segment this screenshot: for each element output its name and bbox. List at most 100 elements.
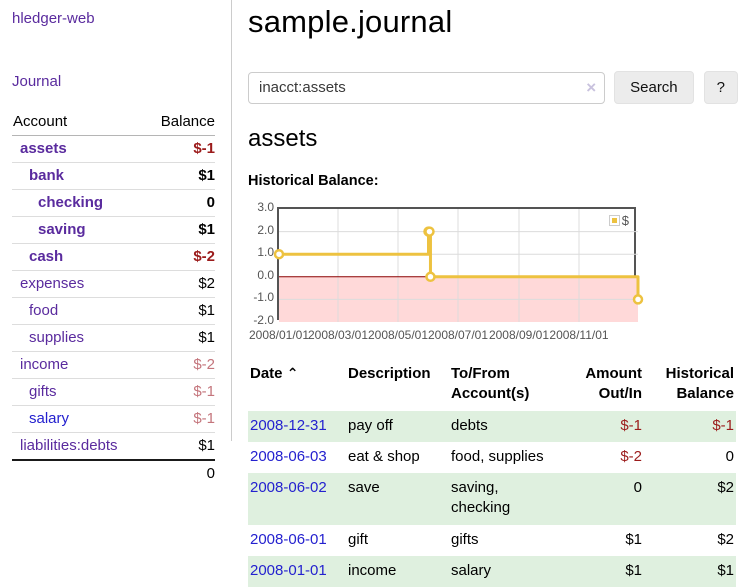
legend-label: $: [621, 213, 629, 228]
app-title-link[interactable]: hledger-web: [12, 10, 95, 27]
transaction-date-link[interactable]: 2008-12-31: [250, 416, 327, 434]
account-link[interactable]: bank: [29, 167, 65, 184]
search-button[interactable]: Search: [614, 71, 694, 104]
transaction-accounts: food, supplies: [451, 447, 544, 465]
transaction-date-link[interactable]: 2008-06-03: [250, 447, 327, 465]
help-button[interactable]: ?: [703, 71, 738, 104]
account-balance: 0: [145, 189, 215, 217]
account-balance: $-2: [145, 243, 215, 271]
journal-link[interactable]: Journal: [12, 73, 62, 90]
account-balance: $1: [145, 324, 215, 352]
account-cell: bank: [12, 162, 146, 190]
chart-legend: $: [606, 211, 632, 230]
account-link[interactable]: assets: [20, 140, 67, 157]
data-point-marker: [424, 226, 435, 237]
accounts-table-header: Account Balance: [12, 109, 215, 136]
account-row: food $1: [12, 297, 215, 325]
accounts-total-spacer: [12, 459, 146, 487]
transaction-row: 2008-06-02 save saving, checking 0 $2: [248, 473, 736, 525]
data-point-marker: [425, 271, 436, 283]
account-cell: salary: [12, 405, 146, 433]
transaction-row: 2008-12-31 pay off debts $-1 $-1: [248, 410, 736, 442]
y-axis-tick-label: 3.0: [257, 200, 274, 214]
account-balance: $2: [145, 270, 215, 298]
account-link[interactable]: liabilities:debts: [20, 437, 118, 454]
account-cell: checking: [12, 189, 146, 217]
account-link[interactable]: food: [29, 302, 59, 319]
transaction-accounts: gifts: [451, 530, 479, 548]
x-axis-tick-label: 2008/05/01: [367, 328, 429, 342]
register-header-row: Date ⌃ Description To/From Account(s) Am…: [248, 360, 736, 411]
transaction-balance: $-1: [644, 410, 736, 442]
account-row: bank $1: [12, 162, 215, 190]
account-row: gifts $-1: [12, 378, 215, 406]
account-link[interactable]: salary: [29, 410, 70, 427]
register-header-amount: Amount Out/In: [585, 365, 642, 403]
account-cell: income: [12, 351, 146, 379]
transaction-description: eat & shop: [348, 447, 420, 465]
x-axis-tick-label: 2008/07/01: [427, 328, 489, 342]
transaction-accounts: debts: [449, 410, 572, 442]
transaction-row: 2008-01-01 income salary $1 $1: [248, 555, 736, 587]
account-balance: $1: [145, 432, 215, 460]
transaction-balance: $2: [717, 530, 734, 548]
y-axis-tick-label: -2.0: [253, 313, 274, 327]
account-row: checking 0: [12, 189, 215, 217]
historical-balance-chart: $ 3.0 2.0 1.0 0.0 -1.0 -2.0 2008/01/01 2008/03/…: [248, 201, 738, 343]
transaction-balance: $2: [644, 473, 736, 525]
transaction-row: 2008-06-03 eat & shop food, supplies $-2 0: [248, 442, 736, 473]
account-cell: expenses: [12, 270, 146, 298]
search-box: ×: [248, 71, 606, 104]
transaction-date-link[interactable]: 2008-06-01: [250, 530, 327, 548]
chart-plot-area: $: [273, 207, 644, 322]
account-cell: liabilities:debts: [12, 432, 146, 460]
chart-canvas: [273, 209, 644, 322]
account-row: expenses $2: [12, 270, 215, 298]
account-link[interactable]: gifts: [29, 383, 57, 400]
transaction-description: gift: [348, 530, 369, 548]
legend-swatch-icon: [608, 215, 620, 226]
x-axis-tick-label: 2008/03/01: [307, 328, 369, 342]
transaction-date-link[interactable]: 2008-01-01: [250, 561, 327, 579]
register-header-balance: Historical Balance: [665, 365, 734, 403]
x-axis-tick-label: 2008/11/01: [549, 328, 609, 342]
account-link[interactable]: expenses: [20, 275, 85, 292]
transaction-date-cell: 2008-06-02: [248, 473, 346, 525]
account-cell: saving: [12, 216, 146, 244]
transaction-date-link[interactable]: 2008-06-02: [250, 479, 327, 496]
account-row: cash $-2: [12, 243, 215, 271]
account-link[interactable]: checking: [38, 194, 104, 211]
transaction-amount: $-1: [572, 410, 644, 442]
register-header-date[interactable]: Date ⌃: [250, 365, 299, 382]
account-balance: $1: [145, 162, 215, 190]
transaction-balance: $1: [644, 555, 736, 587]
accounts-header-balance: Balance: [145, 109, 215, 136]
account-balance: $1: [145, 216, 215, 244]
account-balance: $1: [145, 297, 215, 325]
account-link[interactable]: saving: [38, 221, 86, 238]
account-link[interactable]: cash: [29, 248, 64, 265]
search-input[interactable]: [248, 71, 606, 104]
account-link[interactable]: supplies: [29, 329, 85, 346]
transaction-amount: $1: [625, 530, 642, 548]
account-balance: $-1: [145, 378, 215, 406]
transaction-amount: 0: [572, 473, 644, 525]
transaction-description: income: [346, 555, 449, 587]
y-axis-tick-label: -1.0: [253, 290, 274, 305]
chart-label: Historical Balance:: [248, 173, 379, 189]
account-row: saving $1: [12, 216, 215, 244]
transaction-date-cell: 2008-12-31: [248, 410, 346, 442]
account-balance: $-1: [193, 140, 215, 157]
account-row: salary $-1: [12, 405, 215, 433]
y-axis-tick-label: 0.0: [257, 267, 274, 282]
transaction-description: pay off: [346, 410, 449, 442]
account-cell: supplies: [12, 324, 146, 352]
transaction-description: save: [346, 473, 449, 525]
accounts-header-account: Account: [12, 109, 146, 136]
account-link[interactable]: income: [20, 356, 69, 373]
clear-search-icon[interactable]: ×: [586, 77, 597, 97]
account-row: income $-2: [12, 351, 215, 379]
data-point-marker: [273, 248, 285, 260]
register-table: Date ⌃ Description To/From Account(s) Am…: [248, 360, 736, 587]
accounts-table: Account Balance assets $-1 bank $1 checking 0…: [12, 109, 215, 487]
